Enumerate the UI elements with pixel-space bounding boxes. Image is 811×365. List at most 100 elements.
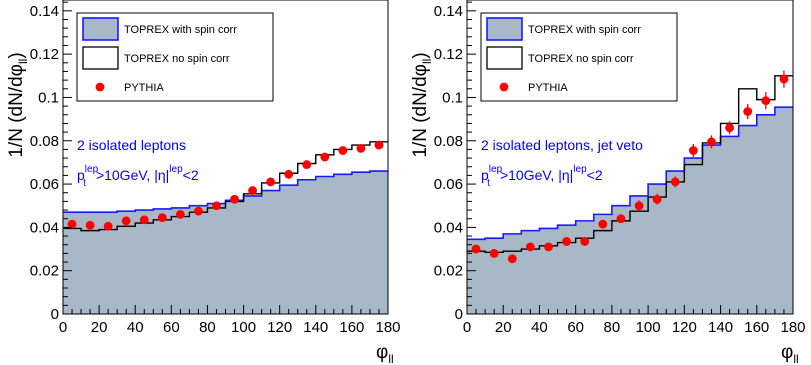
y-tick-label: 0	[51, 306, 59, 323]
y-tick-label: 0.04	[434, 219, 463, 236]
pythia-point	[489, 248, 499, 258]
pythia-point	[544, 242, 553, 252]
x-tick-label: 120	[672, 319, 697, 336]
x-tick-label: 40	[127, 319, 144, 336]
annot-eta: η	[562, 167, 570, 183]
x-tick-label: 140	[303, 319, 328, 336]
legend-swatch-nospin	[486, 46, 523, 70]
plot-area	[63, 140, 388, 314]
pythia-point	[507, 254, 517, 264]
pythia-point	[580, 237, 590, 246]
pythia-point	[525, 242, 535, 252]
x-tick-label: 100	[636, 319, 661, 336]
annot-mid: >10GeV, |	[96, 167, 158, 183]
pythia-point	[356, 143, 366, 153]
pythia-point	[688, 146, 698, 155]
y-tick-label: 0.06	[434, 176, 463, 193]
y-tick-label: 0.02	[434, 263, 463, 280]
pythia-point	[302, 160, 312, 169]
annot-p-sub: t	[83, 178, 86, 189]
legend-label-spin: TOPREX with spin corr	[124, 24, 237, 36]
panel-left: 0 20 40 60 80 100 120 140 160 180 0 0.02 0.04 0.06 0.0…	[6, 0, 401, 365]
pythia-point	[338, 146, 348, 155]
y-axis-sub: ll	[420, 59, 434, 64]
legend-swatch-nospin	[82, 46, 119, 70]
annot-mid: >10GeV, |	[500, 167, 562, 183]
x-tick-label: 160	[339, 319, 364, 336]
pythia-point	[230, 194, 239, 204]
pythia-point	[284, 169, 294, 179]
x-tick-label: 120	[267, 319, 292, 336]
y-axis: 0 0.02 0.04 0.06 0.08 0.1 0.12 0.14	[434, 1, 476, 323]
annot-p: p	[77, 167, 85, 183]
legend-label-nospin: TOPREX no spin corr	[528, 53, 634, 65]
x-tick-label: 80	[604, 319, 621, 336]
series-step	[63, 141, 388, 232]
x-axis-sub: ll	[793, 352, 798, 365]
y-tick-label: 0.1	[442, 89, 463, 106]
no-spin-line	[63, 141, 388, 232]
annot-p-sub: t	[487, 178, 490, 189]
series-markers	[67, 140, 384, 231]
x-tick-label: 0	[463, 319, 471, 336]
x-axis: 0 20 40 60 80 100 120 140 160 180	[59, 305, 401, 336]
annotation-selection: 2 isolated leptons	[77, 137, 186, 153]
no-spin-line	[467, 75, 793, 253]
pythia-point	[652, 194, 662, 204]
x-tick-label: 180	[780, 319, 805, 336]
annot-eta-bar: |	[166, 167, 170, 183]
pythia-point	[761, 96, 771, 106]
pythia-point	[562, 237, 572, 246]
y-axis-part: 1/N (dN/d	[6, 76, 27, 157]
legend: TOPREX with spin corr TOPREX no spin corr…	[480, 12, 678, 102]
legend-swatch-spin	[486, 17, 523, 41]
legend-label-pythia: PYTHIA	[528, 82, 568, 94]
y-axis-phi: φ	[410, 64, 431, 76]
annotation-cuts: plep t>10GeV, |η|lep<2	[481, 164, 603, 189]
x-axis-phi: φ	[781, 342, 793, 363]
x-tick-label: 140	[708, 319, 733, 336]
pythia-point	[139, 215, 149, 225]
pythia-point	[374, 140, 384, 150]
pythia-point	[471, 244, 481, 254]
annot-tail: <2	[587, 167, 603, 183]
x-tick-label: 0	[59, 319, 67, 336]
x-tick-label: 40	[531, 319, 548, 336]
pythia-point	[670, 177, 680, 187]
y-tick-label: 0.04	[30, 219, 59, 236]
pythia-point	[248, 186, 257, 195]
y-tick-label: 0.08	[30, 133, 59, 150]
legend: TOPREX with spin corr TOPREX no spin corr…	[76, 12, 274, 102]
pythia-point	[266, 177, 276, 187]
y-tick-label: 0.12	[30, 46, 59, 63]
pythia-point	[212, 201, 221, 211]
y-tick-label: 0.08	[434, 133, 463, 150]
x-axis: 0 20 40 60 80 100 120 140 160 180	[463, 305, 806, 336]
legend-marker-pythia	[95, 82, 105, 92]
legend-marker-pythia	[499, 82, 509, 92]
legend-label-nospin: TOPREX no spin corr	[124, 53, 230, 65]
pythia-point	[121, 216, 131, 226]
y-tick-label: 0.1	[38, 89, 59, 106]
legend-swatch-spin	[82, 17, 119, 41]
y-tick-label: 0.12	[434, 46, 463, 63]
series-filled-step	[63, 170, 388, 314]
y-axis-title: 1/N (dN/dφll)	[410, 52, 434, 157]
y-tick-label: 0.14	[434, 3, 463, 20]
y-axis-part: )	[410, 52, 431, 58]
annot-p-sup: lep	[489, 164, 503, 175]
x-tick-label: 20	[495, 319, 512, 336]
y-axis-part: 1/N (dN/d	[410, 76, 431, 157]
y-tick-label: 0.02	[30, 263, 59, 280]
x-tick-label: 100	[231, 319, 256, 336]
annot-p-sup: lep	[85, 164, 99, 175]
y-axis: 0 0.02 0.04 0.06 0.08 0.1 0.12 0.14	[30, 1, 72, 323]
x-axis-phi: φ	[376, 342, 388, 363]
pythia-point	[194, 206, 203, 216]
annot-tail: <2	[183, 167, 199, 183]
annot-eta-sup: lep	[573, 164, 587, 175]
x-tick-label: 60	[567, 319, 584, 336]
spin-corr-line	[467, 106, 793, 241]
